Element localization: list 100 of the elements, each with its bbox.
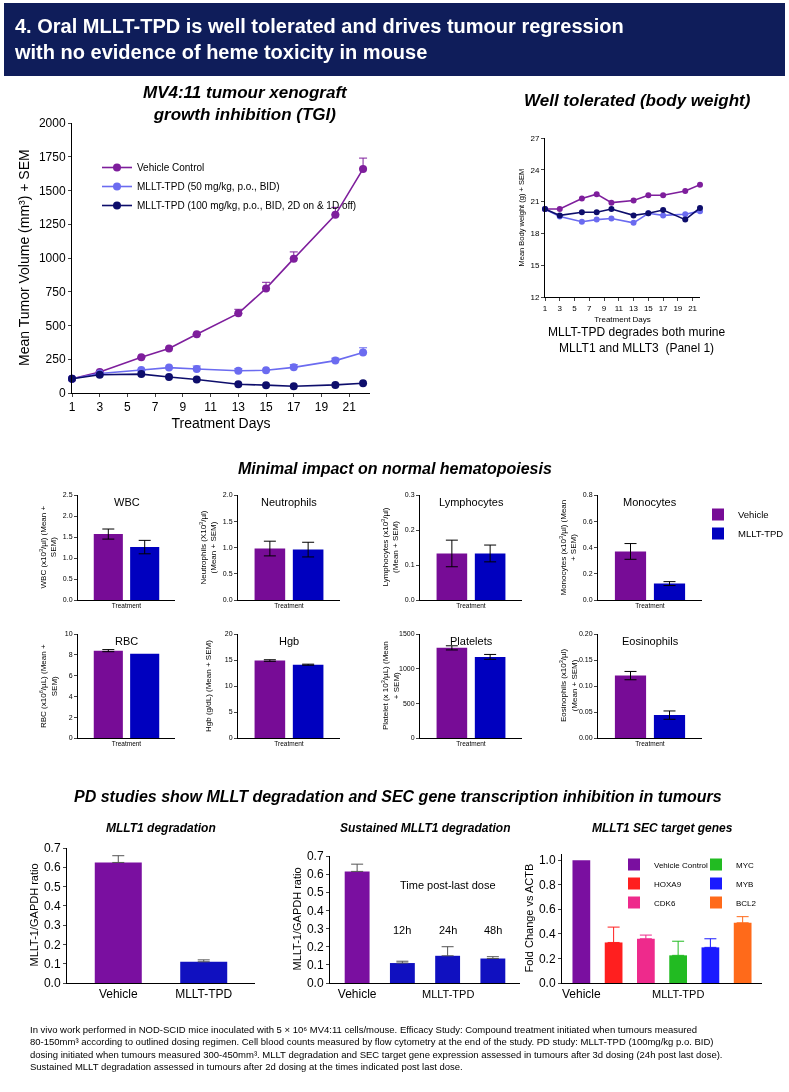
bar [435, 955, 461, 983]
chart-title: Eosinophils [622, 635, 679, 647]
bar [480, 958, 506, 983]
x-tick-label: 21 [688, 303, 698, 313]
x-tick-label: 5 [124, 400, 132, 415]
chart-title: Hgb [279, 635, 300, 647]
x-tick-label: 12h [393, 924, 412, 936]
y-tick-label: 0.7 [43, 841, 61, 856]
point [234, 380, 243, 389]
y-tick-label: 250 [45, 352, 66, 367]
point [192, 330, 201, 339]
text: 4. Oral MLLT-TPD is well tolerated and drives tumour regression with no evidence of heme toxicity in mouse [14, 15, 624, 63]
x-axis-title: Treatment Days [594, 314, 651, 324]
text: Minimal impact on normal hematopoiesis [238, 460, 552, 477]
y-tick-label: 0.2 [538, 951, 556, 966]
point [262, 366, 271, 375]
y-tick-label: 1.0 [538, 853, 556, 868]
x-tick-label: 11 [204, 400, 218, 415]
chart-title: Well tolerated (body weight) [524, 91, 751, 110]
point [608, 206, 615, 213]
y-tick-label: 1750 [38, 149, 66, 164]
point [262, 284, 271, 293]
chart-title: WBC [114, 496, 140, 508]
y-tick-label: 0.1 [306, 958, 324, 973]
point [331, 210, 340, 219]
point [359, 164, 368, 173]
y-tick-label: 24 [530, 165, 540, 175]
y-tick-label: 0.2 [306, 939, 324, 954]
point [556, 206, 563, 213]
point [137, 370, 146, 379]
point [578, 218, 585, 225]
y-axis-title: Fold Change vs ACTB [522, 863, 535, 973]
y-axis-title: Mean Tumor Volume (mm³) + SEM [16, 149, 32, 366]
legend-label: MLLT-TPD [738, 528, 784, 540]
x-tick-label: 9 [179, 400, 187, 415]
y-tick-label: 1250 [38, 217, 66, 232]
y-tick-label: 500 [45, 318, 66, 333]
x-tick-label: 1 [542, 303, 548, 313]
x-tick-label: 3 [557, 303, 563, 313]
x-tick-label: 7 [151, 400, 159, 415]
point [682, 188, 689, 194]
x-tick-label: 19 [314, 400, 329, 415]
y-tick-label: 15 [530, 261, 540, 270]
chart-title: Lymphocytes [439, 496, 504, 508]
y-tick-label: 0.2 [43, 937, 61, 952]
point [682, 211, 689, 218]
point [697, 204, 703, 211]
x-tick-label: Vehicle [562, 987, 602, 1002]
chart-title: MLLT1 SEC target genes [592, 821, 733, 835]
y-tick-label: 0.6 [306, 867, 324, 882]
chart-title: Neutrophils [261, 496, 318, 508]
x-tick-label: Vehicle [98, 987, 138, 1002]
y-tick-label: 1500 [38, 183, 66, 198]
bar [344, 871, 370, 983]
y-tick-label: 1000 [38, 251, 66, 266]
chart-title: Platelets [450, 635, 493, 647]
y-tick-label: 0.7 [306, 849, 324, 864]
text: MLLT-TPD degrades both murine MLLT1 and MLLT3 (Panel 1) [548, 325, 726, 355]
point [165, 344, 174, 353]
y-tick-label: 0.5 [43, 879, 61, 894]
point [660, 192, 667, 199]
x-tick-label: 19 [673, 303, 683, 313]
bar [389, 963, 415, 983]
x-axis-title: Treatment Days [171, 414, 271, 431]
y-tick-label: 0.4 [43, 899, 61, 914]
y-axis-title: MLLT-1/GAPDH ratio [290, 867, 303, 971]
x-tick-label: 21 [342, 400, 357, 415]
legend-label: HOXA9 [654, 879, 682, 889]
y-axis-title: MLLT-1/GAPDH ratio [27, 863, 40, 967]
point [608, 215, 615, 222]
point [645, 192, 652, 199]
point [608, 199, 615, 206]
x-tick-label: 15 [643, 303, 654, 313]
legend-label: MLLT-TPD (100 mg/kg, p.o., BID, 2D on & 1D off) [137, 200, 357, 212]
chart-title: Sustained MLLT1 degradation [340, 821, 511, 835]
y-tick-label: 0 [58, 386, 66, 401]
y-tick-label: 0.4 [306, 903, 324, 918]
legend-label: MYB [736, 879, 754, 889]
point [593, 209, 600, 216]
y-tick-label: 27 [530, 133, 540, 143]
y-tick-label: 0.3 [306, 921, 324, 936]
legend-label: Vehicle [738, 509, 769, 521]
point [289, 382, 298, 391]
y-tick-label: 0.8 [538, 877, 556, 892]
y-axis-title: Hgb (g/dL) (Mean + SEM) [204, 639, 213, 732]
chart-title: MLLT1 degradation [106, 821, 216, 835]
y-tick-label: 0.6 [538, 902, 556, 917]
point [262, 381, 271, 390]
x-tick-label: 13 [629, 303, 639, 313]
legend-label: CDK6 [654, 898, 676, 908]
y-tick-label: 12 [530, 292, 540, 302]
y-tick-label: 18 [530, 229, 540, 239]
x-tick-label: 17 [287, 400, 301, 415]
point [137, 353, 146, 362]
point [593, 216, 600, 223]
legend-label: MLLT-TPD (50 mg/kg, p.o., BID) [137, 181, 280, 193]
y-tick-label: 2000 [38, 116, 66, 131]
x-tick-label: Vehicle [337, 987, 377, 1002]
point [359, 348, 368, 357]
y-tick-label: 0.0 [306, 976, 324, 991]
